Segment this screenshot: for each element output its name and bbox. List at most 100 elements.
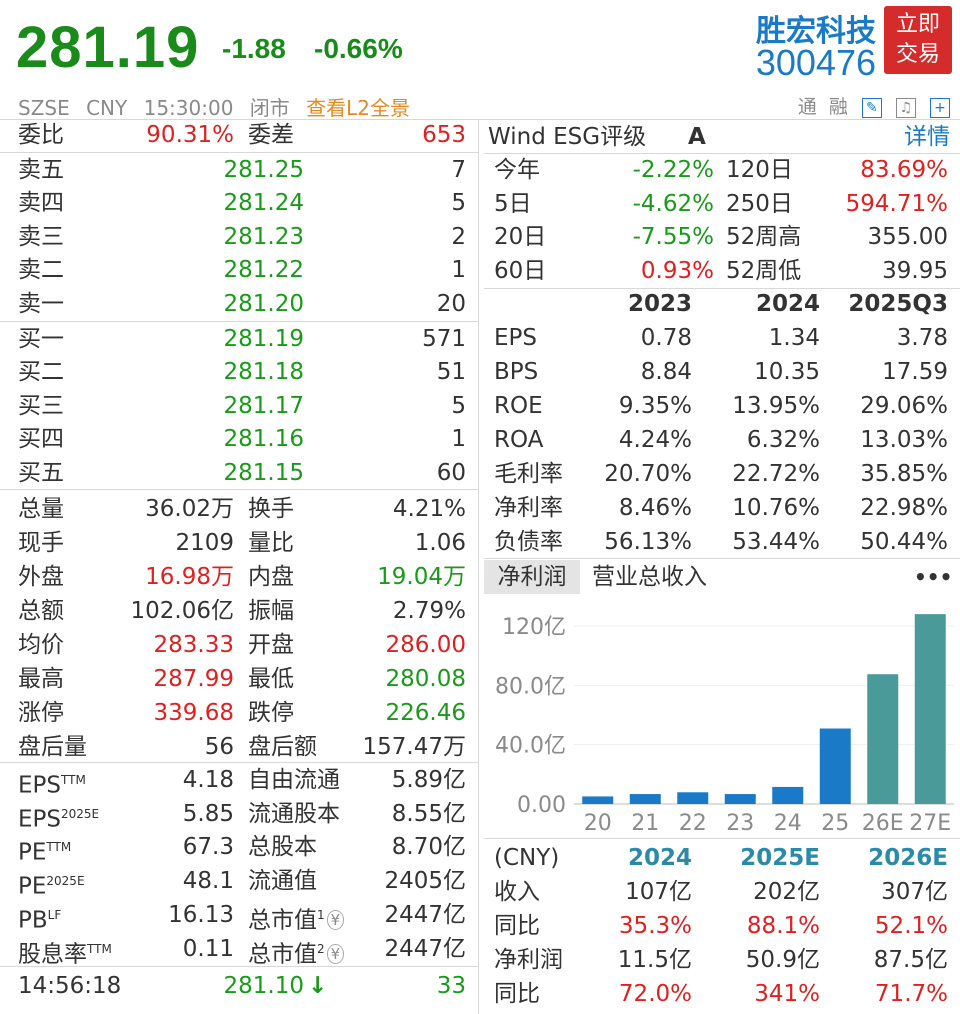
fin-row: ROA 4.24% 6.32% 13.03% <box>494 424 950 457</box>
forecast-value: 50.9亿 <box>745 947 820 973</box>
weibi-row: 委比 90.31% 委差 653 <box>18 119 468 152</box>
forecast-row: 同比 72.0% 341% 71.7% <box>494 978 950 1011</box>
return-label: 20日 <box>494 224 547 250</box>
stat-value: 157.47万 <box>362 734 466 760</box>
stat-value: 226.46 <box>385 700 466 726</box>
yen-icon[interactable]: ¥ <box>326 910 345 931</box>
tab-net-profit[interactable]: 净利润 <box>484 560 580 594</box>
return-value: 83.69% <box>860 157 948 183</box>
chart-bar-22[interactable] <box>677 792 709 804</box>
stat-label: 均价 <box>18 632 64 658</box>
tick-row: 14:56:18 281.10 ↓ 33 <box>18 970 468 1003</box>
forecast-value: 35.3% <box>618 913 692 939</box>
ask-price: 281.24 <box>223 190 304 217</box>
ask-price: 281.22 <box>223 257 304 284</box>
return-label: 52周高 <box>726 224 802 250</box>
bid-row: 买五 281.15 60 <box>18 457 468 490</box>
stat-label: 跌停 <box>248 700 294 726</box>
chart-bar-27E[interactable] <box>914 614 946 804</box>
add-icon[interactable]: + <box>930 97 950 118</box>
ask-price: 281.23 <box>223 223 304 250</box>
esg-detail-link[interactable]: 详情 <box>904 124 950 150</box>
ask-label: 卖一 <box>18 290 64 317</box>
rong-label[interactable]: 融 <box>828 96 848 118</box>
valuation-value: 5.89亿 <box>391 767 466 793</box>
chart-bar-21[interactable] <box>629 794 661 804</box>
valuation-value: 8.55亿 <box>391 800 466 827</box>
bid-volume: 571 <box>422 326 466 352</box>
bid-volume: 5 <box>451 392 466 419</box>
return-label: 52周低 <box>726 257 802 284</box>
return-value: -7.55% <box>632 224 714 250</box>
stat-value: 280.08 <box>385 666 466 692</box>
header-tools: 通 融 ✎ ♫ + <box>798 92 950 119</box>
edit-icon[interactable]: ✎ <box>861 97 882 118</box>
stats-row: 均价 283.33 开盘 286.00 <box>18 629 468 662</box>
ask-volume: 2 <box>451 223 466 250</box>
valuation-label-sup: 2025E <box>61 806 100 821</box>
fin-row: BPS 8.84 10.35 17.59 <box>494 356 950 389</box>
return-label: 250日 <box>726 190 793 217</box>
valuation-value: 16.13 <box>168 901 234 928</box>
x-tick-label: 24 <box>774 811 802 836</box>
currency: CNY <box>86 96 128 120</box>
valuation-row: EPS2025E 5.85 流通股本 8.55亿 <box>18 798 468 833</box>
stat-value: 102.06亿 <box>130 598 234 624</box>
forecast-value: 11.5亿 <box>617 947 692 973</box>
stats-row: 总额 102.06亿 振幅 2.79% <box>18 595 468 628</box>
tong-label[interactable]: 通 <box>797 96 817 118</box>
bid-price: 281.17 <box>223 392 304 419</box>
fin-value: 50.44% <box>860 529 948 555</box>
chart-bar-24[interactable] <box>772 786 804 804</box>
stat-label: 现手 <box>18 530 64 556</box>
fin-label: BPS <box>494 359 539 385</box>
quote-time: 15:30:00 <box>143 96 234 120</box>
stat-label: 内盘 <box>248 564 294 590</box>
valuation-value: 5.85 <box>182 800 234 827</box>
valuation-value: 8.70亿 <box>391 834 466 861</box>
valuation-label-text: 总股本 <box>248 834 317 861</box>
fin-value: 10.35 <box>754 359 820 385</box>
stats-row: 总量 36.02万 换手 4.21% <box>18 493 468 526</box>
more-icon[interactable]: ••• <box>914 565 953 589</box>
ask-row: 卖一 281.20 20 <box>18 288 468 321</box>
fin-value: 9.35% <box>618 393 692 419</box>
esg-label: Wind ESG评级 <box>488 124 647 150</box>
ask-label: 卖二 <box>18 257 64 284</box>
bid-label: 买二 <box>18 359 64 386</box>
y-tick-label: 120亿 <box>502 615 566 640</box>
stat-value: 286.00 <box>385 632 466 658</box>
fin-value: 17.59 <box>882 359 948 385</box>
valuation-label: PETTM <box>18 831 71 870</box>
fin-value: 13.03% <box>860 427 948 453</box>
bid-row: 买三 281.17 5 <box>18 390 468 423</box>
yen-icon[interactable]: ¥ <box>326 944 345 965</box>
l2-panorama-link[interactable]: 查看L2全景 <box>306 96 411 120</box>
stat-label: 换手 <box>248 496 294 522</box>
valuation-label: PBLF <box>18 899 61 938</box>
tab-revenue[interactable]: 营业总收入 <box>592 564 707 590</box>
stat-label: 总额 <box>18 598 64 624</box>
bid-price: 281.16 <box>223 426 304 453</box>
fin-row: 净利率 8.46% 10.76% 22.98% <box>494 492 950 525</box>
stat-value: 339.68 <box>153 700 234 726</box>
exchange: SZSE <box>18 96 70 120</box>
fin-value: 3.78 <box>896 325 948 351</box>
bell-icon[interactable]: ♫ <box>895 97 916 118</box>
trade-btn-line2: 交易 <box>895 42 940 67</box>
ask-price: 281.25 <box>223 157 304 183</box>
fin-row: ROE 9.35% 13.95% 29.06% <box>494 390 950 423</box>
chart-bar-26E[interactable] <box>867 674 899 804</box>
chart-bar-20[interactable] <box>582 796 614 804</box>
chart-bar-23[interactable] <box>724 794 756 804</box>
stat-value: 2109 <box>175 530 234 556</box>
trade-now-button[interactable]: 立即 交易 <box>884 6 952 74</box>
bid-row: 买二 281.18 51 <box>18 356 468 389</box>
fin-header-row: 2023 2024 2025Q3 <box>494 288 950 321</box>
fin-row: EPS 0.78 1.34 3.78 <box>494 322 950 355</box>
forecast-value: 341% <box>754 981 820 1007</box>
valuation-label-sup: LF <box>47 907 62 922</box>
chart-bar-25[interactable] <box>819 728 851 804</box>
weicha-value: 653 <box>422 122 466 148</box>
return-row: 5日 -4.62% 250日 594.71% <box>494 188 950 221</box>
